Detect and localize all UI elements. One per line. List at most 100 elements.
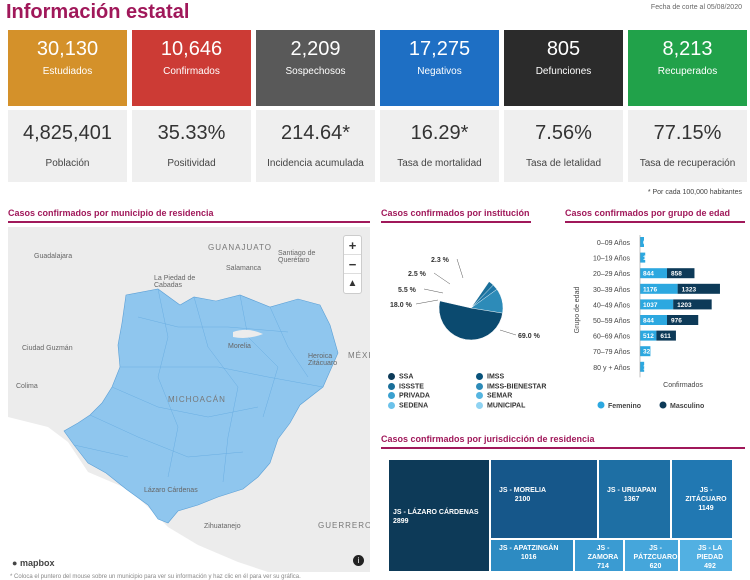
bar-femenino[interactable] bbox=[640, 252, 646, 263]
legend-dot bbox=[388, 401, 395, 409]
legend-item[interactable]: SEDENA bbox=[388, 401, 428, 409]
bar-femenino[interactable] bbox=[640, 299, 674, 310]
treemap-value: 714 bbox=[597, 563, 609, 570]
treemap-cell-label: JS - LÁZARO CÁRDENAS 2899 bbox=[393, 508, 479, 526]
stat-value: 214.64* bbox=[281, 122, 350, 144]
bar-masculino[interactable] bbox=[677, 283, 720, 294]
legend-label: PRIVADA bbox=[399, 392, 430, 400]
treemap-cell[interactable]: JS - ZAMORA 714 bbox=[574, 539, 624, 572]
pie-value-label: 18.0 % bbox=[390, 302, 413, 309]
legend-item[interactable]: IMSS-BIENESTAR bbox=[476, 382, 546, 390]
treemap-cell-label: JS - APATZINGÁN 1016 bbox=[499, 544, 558, 562]
age-legend-dot bbox=[659, 401, 667, 409]
map-label-colima: Colima bbox=[16, 383, 38, 390]
y-axis-title: Grupo de edad bbox=[574, 287, 581, 334]
treemap-cell-label: JS - MORELIA 2100 bbox=[499, 486, 546, 504]
treemap-value: 2899 bbox=[393, 518, 409, 525]
age-tick-label: 60–69 Años bbox=[593, 334, 630, 341]
legend-item[interactable]: ISSSTE bbox=[388, 382, 424, 390]
legend-item[interactable]: PRIVADA bbox=[388, 392, 430, 399]
stat-value: 7.56% bbox=[535, 122, 592, 144]
jurisdiction-treemap[interactable]: JS - LÁZARO CÁRDENAS 2899 JS - MORELIA 2100… bbox=[388, 459, 733, 572]
bar-femenino[interactable] bbox=[640, 268, 668, 279]
lake bbox=[233, 329, 263, 338]
footnote: * Por cada 100,000 habitantes bbox=[647, 189, 742, 196]
card-label: Negativos bbox=[417, 66, 462, 77]
bar-femenino[interactable] bbox=[640, 330, 657, 341]
bar-label-femenino: 325 bbox=[643, 349, 654, 356]
treemap-cell[interactable]: JS - LA PIEDAD 492 bbox=[679, 539, 733, 572]
treemap-cell[interactable]: JS - LÁZARO CÁRDENAS 2899 bbox=[388, 459, 490, 572]
stat-value: 77.15% bbox=[653, 122, 722, 144]
bar-masculino[interactable] bbox=[667, 315, 699, 325]
stat-card: 4,825,401 Población bbox=[8, 110, 127, 182]
legend-item[interactable]: SEMAR bbox=[476, 392, 512, 399]
pie-value-label: 2.5 % bbox=[408, 271, 427, 278]
card-value: 17,275 bbox=[408, 38, 471, 60]
mapbox-text: mapbox bbox=[19, 558, 55, 568]
legend-item[interactable]: SSA bbox=[388, 373, 413, 380]
stat-label: Población bbox=[45, 158, 90, 169]
legend-label: ISSSTE bbox=[399, 382, 424, 390]
legend-item[interactable]: IMSS bbox=[476, 373, 504, 380]
summary-card: 10,646 Confirmados bbox=[132, 30, 251, 106]
age-section-title: Casos confirmados por grupo de edad bbox=[565, 208, 745, 223]
summary-card: 2,209 Sospechosos bbox=[256, 30, 375, 106]
card-label: Recuperados bbox=[657, 66, 718, 77]
map-label-zihuatanejo: Zihuatanejo bbox=[204, 523, 241, 530]
mapbox-logo[interactable]: ● mapbox bbox=[12, 558, 55, 568]
stat-label: Incidencia acumulada bbox=[267, 158, 364, 169]
zoom-out-button[interactable]: − bbox=[344, 255, 361, 274]
treemap-cell[interactable]: JS - PÁTZCUARO 620 bbox=[624, 539, 679, 572]
treemap-name: JS - URUAPAN bbox=[607, 487, 657, 494]
municipal-borders bbox=[73, 288, 324, 483]
pie-value-label: 2.3 % bbox=[431, 257, 450, 264]
bar-masculino[interactable] bbox=[667, 268, 695, 279]
bar-femenino[interactable] bbox=[640, 283, 678, 294]
bar-femenino[interactable] bbox=[640, 315, 668, 325]
institution-section-title: Casos confirmados por institución bbox=[381, 208, 531, 223]
treemap-name: JS - ZAMORA bbox=[587, 545, 619, 561]
stat-value: 35.33% bbox=[157, 122, 226, 144]
bar-masculino[interactable] bbox=[673, 299, 712, 310]
pie-label-line bbox=[415, 299, 439, 305]
info-icon[interactable]: i bbox=[353, 555, 364, 566]
bar-femenino[interactable] bbox=[640, 346, 651, 357]
treemap-value: 1149 bbox=[698, 505, 714, 512]
treemap-cell[interactable]: JS - URUAPAN 1367 bbox=[598, 459, 671, 539]
map-label-guerrero: GUERRERO bbox=[318, 521, 370, 530]
age-bar-chart[interactable]: 0–09 Años 68 10–19 Años 163 20–29 Años 844 858… bbox=[565, 230, 745, 420]
bar-label-femenino: 163 bbox=[643, 255, 654, 262]
legend-label: SSA bbox=[399, 373, 414, 381]
card-value: 10,646 bbox=[160, 38, 223, 60]
treemap-name: JS - MORELIA bbox=[499, 487, 547, 494]
pie-slice-imss-bienestar[interactable] bbox=[470, 281, 494, 309]
pie-label-line bbox=[456, 258, 464, 279]
bar-femenino[interactable] bbox=[640, 361, 645, 372]
card-value: 30,130 bbox=[36, 38, 99, 60]
legend-dot bbox=[388, 382, 395, 390]
municipality-map[interactable]: GUANAJUATO Santiago de Querétaro Guadala… bbox=[8, 227, 370, 572]
treemap-cell[interactable]: JS - APATZINGÁN 1016 bbox=[490, 539, 574, 572]
x-axis-title: Confirmados bbox=[663, 382, 703, 389]
map-zoom-controls: + − ▲ bbox=[343, 235, 362, 294]
bar-label-femenino: 844 bbox=[643, 318, 654, 325]
zoom-in-button[interactable]: + bbox=[344, 236, 361, 255]
bar-label-masculino: 1203 bbox=[677, 302, 692, 309]
compass-button[interactable]: ▲ bbox=[347, 278, 358, 289]
bar-masculino[interactable] bbox=[656, 330, 676, 341]
card-label: Estudiados bbox=[42, 66, 93, 77]
treemap-value: 1016 bbox=[520, 554, 537, 561]
pie-value-label: 5.5 % bbox=[398, 287, 417, 294]
bar-femenino[interactable] bbox=[640, 237, 644, 247]
age-tick-label: 0–09 Años bbox=[597, 240, 631, 247]
legend-item[interactable]: MUNICIPAL bbox=[476, 401, 525, 409]
map-canvas[interactable] bbox=[8, 227, 370, 572]
treemap-cell[interactable]: JS - ZITÁCUARO 1149 bbox=[671, 459, 733, 539]
institution-pie-chart[interactable]: 69.0 % 18.0 % 5.5 % 2.5 % 2.3 % bbox=[383, 230, 558, 405]
age-tick-label: 10–19 Años bbox=[593, 256, 630, 263]
treemap-cell[interactable]: JS - MORELIA 2100 bbox=[490, 459, 598, 539]
map-label-guadalajara: Guadalajara bbox=[34, 253, 73, 260]
map-label-lazaro-cardenas: Lázaro Cárdenas bbox=[144, 487, 198, 494]
page-title: Información estatal bbox=[6, 1, 190, 23]
